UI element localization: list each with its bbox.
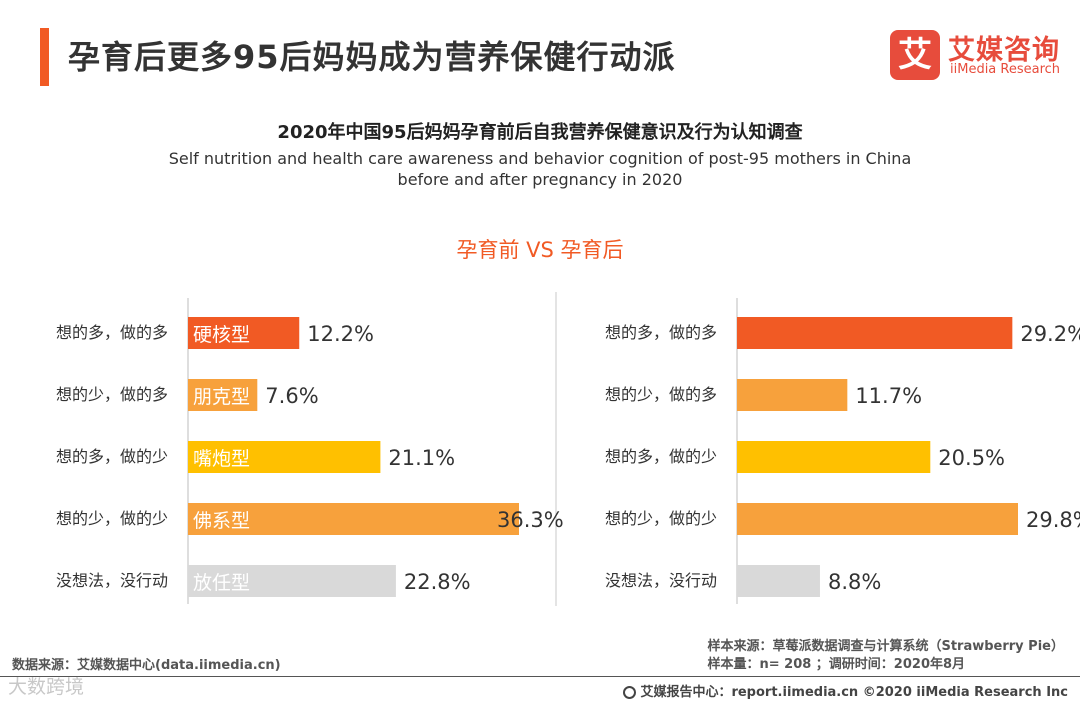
category-label: 没想法，没行动 <box>605 571 717 590</box>
category-label: 想的多，做的少 <box>605 447 717 466</box>
bar-type-label: 朋克型 <box>193 386 250 408</box>
value-label: 36.3% <box>497 508 564 532</box>
brand-logo: 艾 艾媒咨询 iiMedia Research <box>890 30 1070 82</box>
value-label: 29.2% <box>1020 322 1080 346</box>
watermark: 大数跨境 <box>8 676 85 698</box>
footer-divider <box>0 676 1080 677</box>
category-label: 想的少，做的少 <box>605 509 717 528</box>
value-label: 21.1% <box>388 446 455 470</box>
footer-text: 艾媒报告中心：report.iimedia.cn ©2020 iiMedia R… <box>640 685 1068 700</box>
value-label: 29.8% <box>1026 508 1080 532</box>
comparison-label: 孕育前 VS 孕育后 <box>456 238 624 262</box>
globe-icon <box>623 686 637 699</box>
logo-mark-icon: 艾 <box>890 30 940 80</box>
category-label: 想的多，做的多 <box>605 323 717 342</box>
bar <box>188 565 396 597</box>
value-label: 22.8% <box>404 570 471 594</box>
bar-type-label: 佛系型 <box>193 510 250 532</box>
bar <box>188 379 258 411</box>
bar-type-label: 放任型 <box>193 572 250 594</box>
footer: 艾媒报告中心：report.iimedia.cn ©2020 iiMedia R… <box>623 681 1068 700</box>
value-label: 12.2% <box>307 322 374 346</box>
category-label: 想的少，做的多 <box>605 385 717 404</box>
bar <box>188 441 381 473</box>
bar <box>737 441 931 473</box>
bar <box>188 317 300 349</box>
sample-info: 样本来源：草莓派数据调查与计算系统（Strawberry Pie） 样本量：n=… <box>707 638 1064 674</box>
title-accent-bar <box>40 28 49 86</box>
bar <box>737 565 820 597</box>
chart-subtitle-en: Self nutrition and health care awareness… <box>0 148 1080 190</box>
value-label: 8.8% <box>828 570 881 594</box>
bar-type-label: 嘴炮型 <box>193 448 250 470</box>
bar <box>737 379 848 411</box>
sample-source: 样本来源：草莓派数据调查与计算系统（Strawberry Pie） <box>707 639 1064 654</box>
category-label: 没想法，没行动 <box>56 571 168 590</box>
bar <box>737 317 1013 349</box>
logo-english-name: iiMedia Research <box>950 62 1061 77</box>
category-label: 想的少，做的多 <box>56 385 168 404</box>
category-label: 想的多，做的少 <box>56 447 168 466</box>
category-label: 想的少，做的少 <box>56 509 168 528</box>
bar <box>188 503 519 535</box>
bar-type-label: 硬核型 <box>193 324 250 346</box>
value-label: 11.7% <box>855 384 922 408</box>
data-source: 数据来源：艾媒数据中心(data.iimedia.cn) <box>12 658 281 673</box>
sample-size-and-date: 样本量：n= 208 ；调研时间：2020年8月 <box>707 657 966 672</box>
subtitle-en-line1: Self nutrition and health care awareness… <box>168 149 912 168</box>
page-title: 孕育后更多95后妈妈成为营养保健行动派 <box>68 38 676 76</box>
category-label: 想的多，做的多 <box>56 323 168 342</box>
bar <box>737 503 1018 535</box>
chart-subtitle-cn: 2020年中国95后妈妈孕育前后自我营养保健意识及行为认知调查 <box>277 122 803 143</box>
subtitle-en-line2: before and after pregnancy in 2020 <box>397 170 683 189</box>
value-label: 7.6% <box>265 384 318 408</box>
logo-chinese-name: 艾媒咨询 <box>948 35 1060 66</box>
value-label: 20.5% <box>938 446 1005 470</box>
